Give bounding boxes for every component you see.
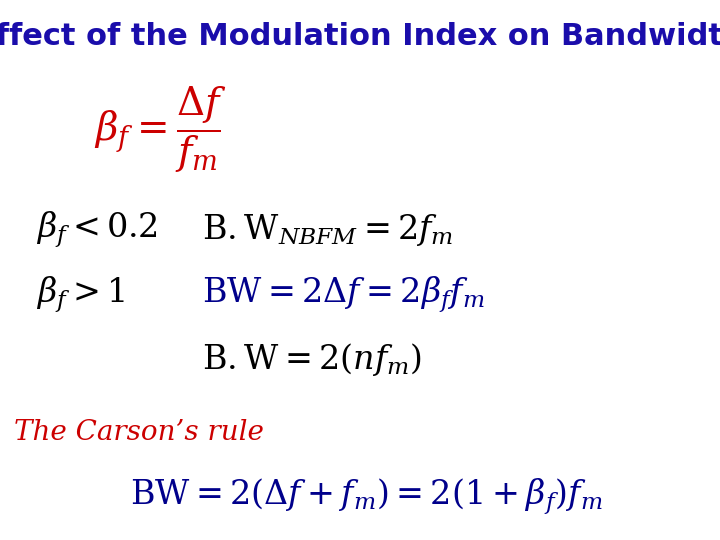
Text: $\beta_f < 0.2$: $\beta_f < 0.2$ [36,209,158,249]
Text: The Carson’s rule: The Carson’s rule [14,418,264,445]
Text: $\mathrm{BW} = 2(\Delta f + f_m) = 2(1+\beta_f)f_m$: $\mathrm{BW} = 2(\Delta f + f_m) = 2(1+\… [130,476,603,517]
Text: $\beta_f > 1$: $\beta_f > 1$ [36,274,125,314]
Text: Effect of the Modulation Index on Bandwidth: Effect of the Modulation Index on Bandwi… [0,22,720,51]
Text: $\mathrm{BW} = 2\Delta f = 2\beta_f f_m$: $\mathrm{BW} = 2\Delta f = 2\beta_f f_m$ [202,274,485,314]
Text: $\beta_f = \dfrac{\Delta f}{f_m}$: $\beta_f = \dfrac{\Delta f}{f_m}$ [94,85,226,174]
Text: $\mathrm{B.W}_{NBFM} = 2f_m$: $\mathrm{B.W}_{NBFM} = 2f_m$ [202,212,453,247]
Text: $\mathrm{B.W} = 2(nf_m)$: $\mathrm{B.W} = 2(nf_m)$ [202,341,421,377]
